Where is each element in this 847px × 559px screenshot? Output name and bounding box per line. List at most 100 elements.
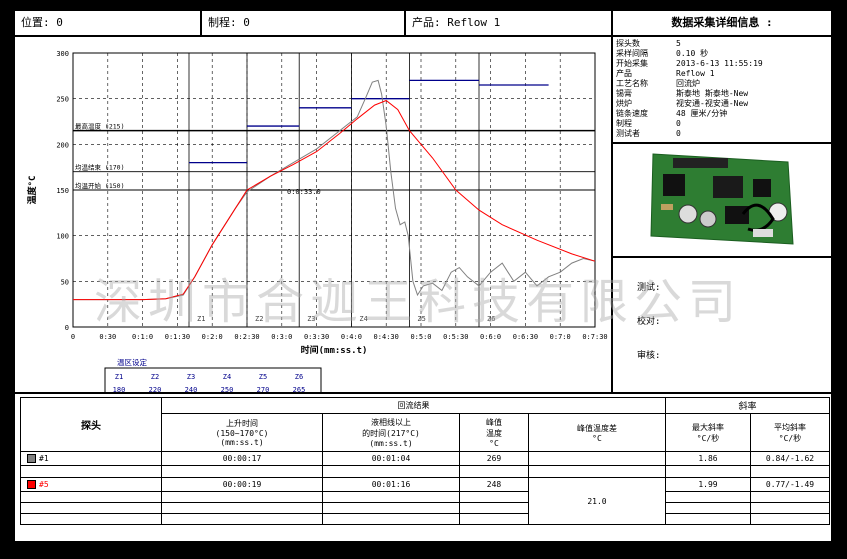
results-table: 探头 回流结果 斜率 上升时间 (150~170°C) (mm:ss.t) 液相线以上 … xyxy=(20,397,830,525)
series-line xyxy=(73,79,596,301)
empty-cell xyxy=(459,491,529,503)
empty-cell xyxy=(161,491,323,503)
peak-diff-value: 21.0 xyxy=(528,477,666,525)
peak-temp-header: 峰值 温度 °C xyxy=(459,413,529,452)
y-tick-label: 250 xyxy=(56,96,69,104)
spacer-cell xyxy=(665,465,751,478)
info-row: 制程 0 xyxy=(616,119,831,129)
info-row: 产品 Reflow 1 xyxy=(616,69,831,79)
info-panel: 探头数 5 采样间隔 0.10 秒开始采集 2013-6-13 11:55:19 产品 Re… xyxy=(612,36,832,143)
zone-table-header: Z2 xyxy=(151,373,159,381)
probe-label: #1 xyxy=(39,454,49,463)
empty-cell xyxy=(750,502,830,514)
info-row: 探头数 5 xyxy=(616,39,831,49)
spacer-cell xyxy=(20,465,162,478)
empty-cell xyxy=(665,502,751,514)
info-key: 采样间隔 xyxy=(616,49,648,58)
zone-table-cell: 180 xyxy=(113,386,126,392)
info-row: 锡膏 斯泰地 斯泰地-New xyxy=(616,89,831,99)
process-header: 制程: 0 xyxy=(201,10,405,36)
empty-cell xyxy=(161,502,323,514)
zone-label: Z1 xyxy=(197,315,205,323)
rise-time-cell: 00:00:19 xyxy=(161,477,323,492)
proofreader-label: 校对: xyxy=(637,317,661,327)
avg-slope-header: 平均斜率 °C/秒 xyxy=(750,413,830,452)
empty-cell xyxy=(161,513,323,525)
info-value: 2013-6-13 11:55:19 xyxy=(676,59,763,68)
zone-label: Z6 xyxy=(487,315,495,323)
x-tick-label: 0:3:30 xyxy=(304,333,329,341)
info-value: Reflow 1 xyxy=(676,69,715,78)
x-tick-label: 0:1:30 xyxy=(165,333,190,341)
zone-table-cell: 220 xyxy=(149,386,162,392)
empty-cell xyxy=(322,502,460,514)
x-axis-label: 时间(mm:ss.t) xyxy=(301,344,368,356)
empty-cell xyxy=(322,513,460,525)
probe-color-swatch xyxy=(27,480,36,489)
pcb-board-image xyxy=(650,153,794,245)
peak-diff-cell-empty xyxy=(528,451,666,466)
info-row: 烘炉 视安通-视安通-New xyxy=(616,99,831,109)
zone-table-cell: 250 xyxy=(221,386,234,392)
max-slope-cell: 1.99 xyxy=(665,477,751,492)
x-tick-label: 0:7:30 xyxy=(582,333,607,341)
results-frame xyxy=(14,393,832,542)
empty-cell xyxy=(459,513,529,525)
zone-table-header: Z5 xyxy=(259,373,267,381)
zone-label: Z3 xyxy=(307,315,315,323)
info-value: 0 xyxy=(676,129,681,138)
reflow-chart: 0 50 100 150 200 250 300 0 0:30 0:1:0 0:1:30 0:2:0 0… xyxy=(26,50,608,413)
series-line xyxy=(73,99,596,301)
pcb-photo xyxy=(612,143,832,257)
info-key: 工艺名称 xyxy=(616,79,648,88)
y-tick-label: 50 xyxy=(61,278,69,286)
info-key: 开始采集 xyxy=(616,59,648,68)
spacer-cell xyxy=(161,465,323,478)
info-row: 测试者 0 xyxy=(616,129,831,139)
zone-label: Z2 xyxy=(255,315,263,323)
max-slope-cell: 1.86 xyxy=(665,451,751,466)
empty-cell xyxy=(20,502,162,514)
liquidus-time-cell: 00:01:16 xyxy=(322,477,460,492)
zone-label: Z5 xyxy=(417,315,425,323)
x-tick-label: 0:7:0 xyxy=(550,333,571,341)
annotation-label: 0:0:33.0 xyxy=(287,188,321,196)
liquidus-time-cell: 00:01:04 xyxy=(322,451,460,466)
avg-slope-cell: 0.84/-1.62 xyxy=(750,451,830,466)
probe-label: #5 xyxy=(39,480,49,489)
peak-temp-cell: 248 xyxy=(459,477,529,492)
spacer-cell xyxy=(750,465,830,478)
zone-table-cell: 240 xyxy=(185,386,198,392)
empty-cell xyxy=(20,513,162,525)
zone-table-header: Z6 xyxy=(295,373,303,381)
info-value: 视安通-视安通-New xyxy=(676,99,749,108)
info-key: 制程 xyxy=(616,119,632,128)
position-header: 位置: 0 xyxy=(14,10,201,36)
x-tick-label: 0:30 xyxy=(99,333,116,341)
avg-slope-cell: 0.77/-1.49 xyxy=(750,477,830,492)
empty-cell xyxy=(750,513,830,525)
info-value: 48 厘米/分钟 xyxy=(676,109,728,118)
empty-cell xyxy=(459,502,529,514)
spacer-cell xyxy=(528,465,666,478)
x-tick-label: 0:6:0 xyxy=(480,333,501,341)
x-tick-label: 0:1:0 xyxy=(132,333,153,341)
x-tick-label: 0:6:30 xyxy=(513,333,538,341)
x-tick-label: 0:4:30 xyxy=(374,333,399,341)
probe-color-swatch xyxy=(27,454,36,463)
product-header: 产品: Reflow 1 xyxy=(405,10,612,36)
reviewer-label: 审核: xyxy=(637,351,661,361)
signoff-panel: 测试: 校对: 审核: xyxy=(612,257,832,393)
zone-table-title: 温区设定 xyxy=(117,357,147,367)
detail-title: 数据采集详细信息 : xyxy=(612,10,832,36)
peak-temp-cell: 269 xyxy=(459,451,529,466)
info-key: 锡膏 xyxy=(616,89,632,98)
empty-cell xyxy=(665,513,751,525)
zone-table-header: Z3 xyxy=(187,373,195,381)
tester-label: 测试: xyxy=(637,283,661,293)
info-value: 回流炉 xyxy=(676,79,700,88)
x-tick-label: 0 xyxy=(71,333,75,341)
reflow-header: 回流结果 xyxy=(161,397,666,414)
slope-header: 斜率 xyxy=(665,397,830,414)
y-tick-label: 0 xyxy=(65,324,69,332)
